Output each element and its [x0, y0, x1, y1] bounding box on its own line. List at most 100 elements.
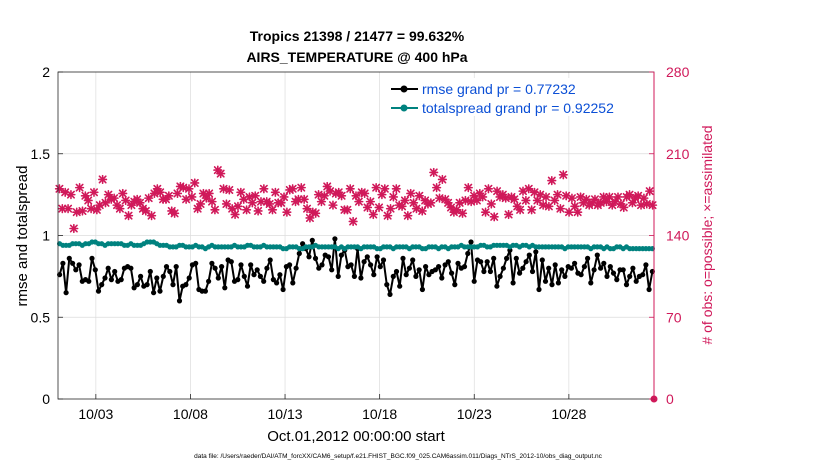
rmse-point-141: [513, 255, 519, 261]
rmse-point-75: [300, 241, 306, 247]
rmse-point-4: [70, 260, 76, 266]
rmse-point-11: [92, 267, 98, 273]
rmse-point-127: [468, 239, 474, 245]
rmse-point-150: [542, 278, 549, 284]
obs-marker-19: [109, 193, 119, 203]
obs-marker-56: [216, 169, 226, 179]
rmse-point-87: [338, 252, 344, 258]
obs-marker-7: [74, 183, 85, 193]
obs-marker-110: [371, 183, 381, 193]
rmse-point-5: [73, 267, 79, 273]
obs-marker-113: [380, 184, 390, 194]
rmse-point-33: [163, 264, 170, 270]
obs-marker-102: [348, 216, 358, 227]
rmse-point-63: [261, 278, 267, 284]
rmse-point-154: [555, 280, 562, 286]
obs-marker-160: [515, 205, 525, 215]
rmse-point-86: [335, 273, 341, 279]
rmse-point-120: [445, 259, 451, 265]
rmse-point-156: [562, 273, 568, 279]
legend-totalspread-marker: [400, 104, 408, 112]
obs-marker-78: [279, 192, 289, 202]
obs-marker-164: [527, 205, 537, 215]
rmse-point-51: [222, 285, 228, 291]
rmse-point-100: [380, 257, 387, 263]
rmse-point-106: [400, 255, 406, 261]
rmse-point-178: [633, 278, 639, 284]
obs-marker-133: [437, 174, 447, 185]
obs-marker-15: [98, 174, 108, 185]
rmse-point-171: [610, 270, 617, 276]
rmse-point-94: [361, 259, 367, 265]
rmse-point-144: [523, 259, 529, 265]
obs-marker-158: [509, 194, 519, 204]
obs-marker-32: [146, 211, 157, 221]
obs-marker-62: [233, 201, 243, 211]
rmse-point-14: [102, 275, 108, 281]
rmse-point-148: [536, 286, 542, 293]
obs-marker-59: [224, 185, 234, 195]
rmse-point-58: [244, 283, 251, 289]
rmse-point-93: [358, 275, 364, 281]
rmse-point-81: [319, 262, 325, 268]
legend-totalspread-label: totalspread grand pr = 0.92252: [422, 100, 614, 116]
obs-marker-140: [457, 208, 468, 218]
rmse-point-118: [439, 275, 445, 281]
legend-box: [387, 78, 647, 116]
obs-marker-145: [472, 195, 482, 206]
rmse-point-16: [108, 277, 114, 283]
obs-marker-95: [328, 200, 338, 210]
chart-title-line2: AIRS_TEMPERATURE @ 400 hPa: [246, 49, 467, 65]
obs-marker-5: [69, 223, 79, 234]
obs-marker-61: [230, 209, 240, 220]
obs-marker-75: [270, 187, 280, 197]
rmse-point-90: [348, 262, 354, 268]
obs-marker-120: [400, 195, 410, 206]
obs-marker-90: [313, 190, 324, 200]
rmse-point-174: [620, 267, 626, 273]
rmse-point-6: [76, 262, 82, 268]
rmse-point-146: [529, 268, 536, 275]
rmse-point-110: [413, 273, 419, 279]
rmse-point-48: [212, 265, 218, 271]
rmse-point-153: [552, 262, 558, 268]
rmse-point-42: [193, 260, 199, 266]
rmse-point-35: [170, 282, 176, 288]
y-left-tick-label-4: 2: [42, 64, 50, 80]
obs-marker-151: [489, 212, 499, 222]
legend-rmse-label: rmse grand pr = 0.77232: [422, 81, 576, 97]
rmse-point-104: [393, 268, 400, 275]
obs-marker-142: [463, 183, 473, 193]
rmse-point-50: [219, 264, 225, 270]
axes-layer: 10/03 10/08 10/13 10/18 10/23 10/28 0 0.5 1 1.5 2 0…: [31, 64, 690, 422]
rmse-point-23: [131, 285, 137, 291]
rmse-point-102: [387, 291, 393, 297]
obs-marker-24: [123, 211, 134, 221]
rmse-point-95: [364, 254, 370, 260]
rmse-point-9: [86, 278, 92, 284]
obs-marker-52: [204, 188, 214, 199]
rmse-point-175: [623, 282, 630, 288]
x-axis-label: Oct.01,2012 00:00:00 start: [267, 428, 445, 445]
rmse-point-131: [481, 268, 487, 275]
obs-marker-71: [259, 184, 269, 194]
obs-marker-100: [342, 205, 352, 215]
rmse-point-57: [241, 273, 247, 279]
grid-lines: [58, 72, 654, 399]
obs-marker-65: [241, 205, 252, 215]
rmse-point-45: [202, 288, 208, 294]
obs-marker-126: [417, 206, 427, 216]
rmse-point-29: [151, 290, 157, 296]
obs-marker-114: [383, 211, 393, 221]
rmse-point-177: [630, 265, 636, 271]
rmse-point-62: [257, 273, 263, 279]
obs-marker-21: [115, 204, 125, 214]
rmse-point-167: [598, 265, 604, 271]
y-right-tick-label-0: 0: [666, 391, 674, 407]
obs-marker-8: [77, 206, 88, 216]
rmse-point-77: [306, 254, 312, 260]
rmse-point-37: [176, 298, 183, 304]
obs-marker-175: [558, 170, 568, 180]
rmse-point-145: [526, 252, 532, 258]
obs-marker-115: [385, 204, 396, 214]
